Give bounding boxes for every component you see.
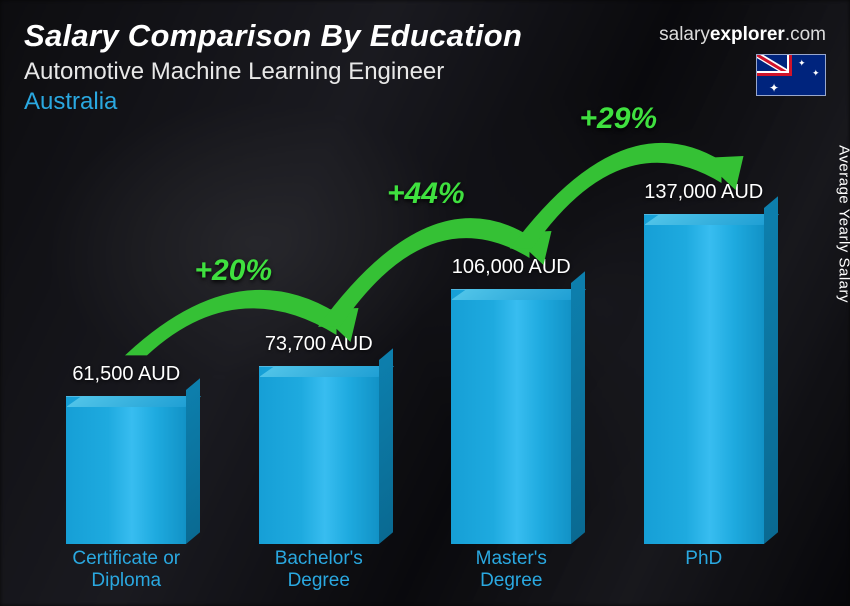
brand-logo: salaryexplorer.com — [659, 24, 826, 46]
bar-2: 106,000 AUD — [415, 256, 608, 544]
bar-3: 137,000 AUD — [608, 181, 801, 544]
bar-shape-0 — [66, 396, 186, 544]
brand-tld: .com — [785, 24, 826, 45]
brand-suffix: explorer — [710, 24, 785, 45]
flag-icon: ✦ ✦ ✦ ✦ ✦ — [756, 54, 826, 96]
increment-pct-2: +29% — [580, 102, 658, 136]
job-subtitle: Automotive Machine Learning Engineer — [24, 58, 826, 86]
bar-value-3: 137,000 AUD — [644, 181, 763, 204]
bar-shape-3 — [644, 214, 764, 544]
bar-chart: 61,500 AUD 73,700 AUD 106,000 AUD 137,000 A… — [30, 122, 800, 592]
bar-0: 61,500 AUD — [30, 363, 223, 544]
main-container: Salary Comparison By Education Automotiv… — [0, 0, 850, 606]
bar-shape-2 — [451, 289, 571, 544]
bar-value-0: 61,500 AUD — [72, 363, 180, 386]
increment-pct-0: +20% — [195, 254, 273, 288]
header: Salary Comparison By Education Automotiv… — [24, 18, 826, 116]
country-label: Australia — [24, 88, 826, 116]
x-label-0: Certificate orDiploma — [30, 544, 223, 592]
bar-value-1: 73,700 AUD — [265, 333, 373, 356]
bar-value-2: 106,000 AUD — [452, 256, 571, 279]
x-label-1: Bachelor'sDegree — [223, 544, 416, 592]
x-label-2: Master'sDegree — [415, 544, 608, 592]
y-axis-label: Average Yearly Salary — [836, 145, 850, 303]
bar-1: 73,700 AUD — [223, 333, 416, 544]
bar-shape-1 — [259, 366, 379, 544]
x-label-3: PhD — [608, 544, 801, 592]
increment-pct-1: +44% — [387, 177, 465, 211]
brand-prefix: salary — [659, 24, 710, 45]
x-labels: Certificate orDiplomaBachelor'sDegreeMas… — [30, 544, 800, 592]
